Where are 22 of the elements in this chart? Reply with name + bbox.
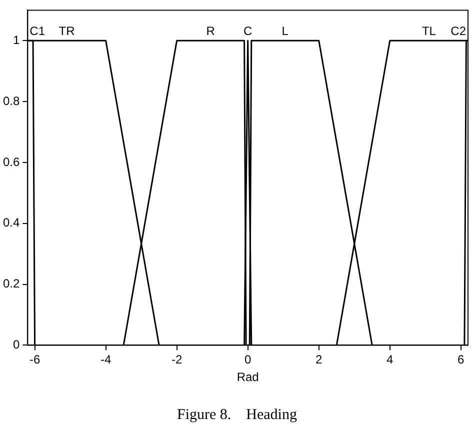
series-label: L	[282, 24, 289, 38]
series-label: TL	[422, 24, 436, 38]
series-label: R	[206, 24, 216, 38]
y-tick-label: 0.6	[2, 154, 20, 169]
series-label: C2	[450, 24, 466, 38]
x-tick-label: 2	[316, 352, 323, 367]
y-tick-label: 0.2	[2, 276, 20, 291]
y-tick-label: 0.4	[2, 216, 20, 230]
x-tick-label: 4	[386, 352, 394, 367]
y-tick-label: 0	[12, 338, 20, 352]
series-label: TR	[58, 24, 76, 38]
x-tick-label: -4	[100, 352, 112, 367]
y-tick-label: 1	[12, 32, 20, 47]
caption: Figure 8. Heading	[176, 407, 298, 424]
x-tick-label: 6	[458, 352, 465, 367]
x-tick-label: -2	[171, 352, 182, 367]
x-tick-label: 0	[244, 352, 252, 367]
x-tick-label: -6	[29, 352, 40, 367]
series-label: C	[244, 24, 253, 38]
x-axis-title: Rad	[236, 370, 259, 384]
series-label: C1	[30, 24, 46, 38]
y-tick-label: 0.8	[2, 94, 20, 108]
